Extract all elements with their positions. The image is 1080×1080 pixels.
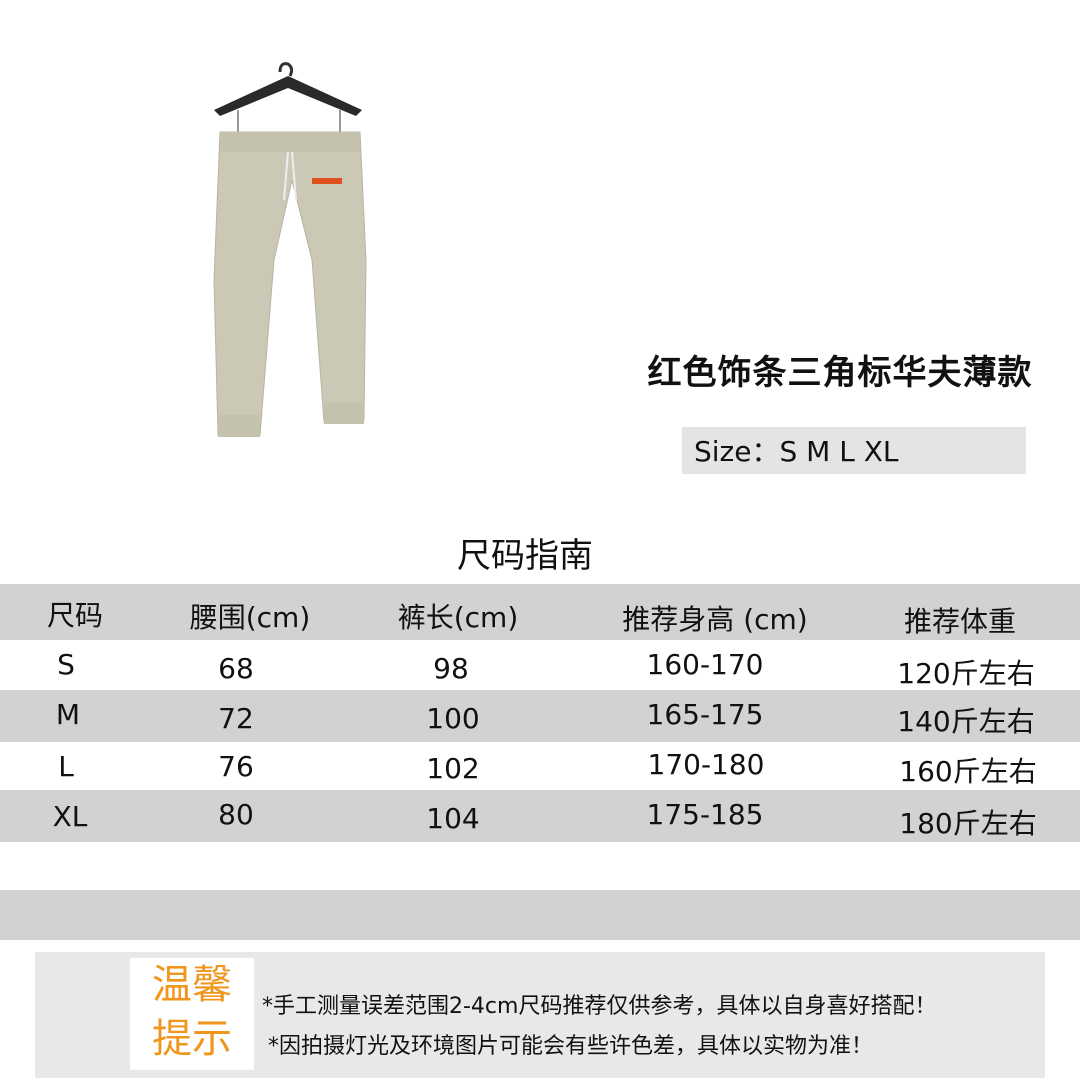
table-header: 尺码 腰围(cm) 裤长(cm) 推荐身高 (cm) 推荐体重: [0, 584, 1080, 640]
cell-size: L: [58, 750, 74, 783]
cell-weight: 180斤左右: [899, 807, 1037, 840]
cell-length: 98: [433, 652, 469, 685]
notes-label: 温馨 提示: [130, 958, 254, 1070]
note-line: *因拍摄灯光及环境图片可能会有些许色差，具体以实物为准！: [268, 1034, 874, 1059]
cell-weight: 160斤左右: [899, 755, 1037, 788]
header-height: 推荐身高 (cm): [622, 603, 808, 636]
cell-size: M: [55, 698, 81, 731]
cell-waist: 80: [218, 798, 254, 831]
divider-band: [0, 890, 1080, 940]
note-line: *手工测量误差范围2-4cm尺码推荐仅供参考，具体以自身喜好搭配！: [262, 994, 937, 1019]
cell-length: 104: [426, 802, 480, 835]
product-image-pants: [213, 62, 367, 437]
cell-length: 102: [426, 752, 480, 785]
sizes-label: Size：S M L XL: [694, 435, 899, 468]
header-weight: 推荐体重: [903, 605, 1017, 638]
cell-size: XL: [52, 800, 88, 833]
sizes-box: [682, 427, 1026, 474]
product-title: 红色饰条三角标华夫薄款: [647, 353, 1033, 393]
table-row: XL 80 104 175-185 180斤左右: [0, 790, 1080, 842]
notes-label-line1: 温馨: [152, 962, 232, 1008]
table-row: S 68 98 160-170 120斤左右: [0, 640, 1080, 690]
cell-height: 165-175: [646, 698, 764, 731]
cell-height: 175-185: [646, 798, 764, 831]
cell-height: 160-170: [646, 648, 764, 681]
cell-height: 170-180: [647, 748, 765, 781]
size-guide-title: 尺码指南: [457, 536, 593, 576]
header-size: 尺码: [46, 599, 104, 632]
hanger-icon: [214, 62, 362, 132]
header-length: 裤长(cm): [397, 601, 519, 634]
cell-weight: 120斤左右: [897, 657, 1035, 690]
red-stripe-logo: [312, 178, 342, 184]
cell-waist: 68: [218, 652, 254, 685]
cell-weight: 140斤左右: [897, 705, 1035, 738]
notes-label-line2: 提示: [152, 1016, 232, 1062]
cell-length: 100: [426, 702, 480, 735]
cell-size: S: [57, 648, 75, 681]
cell-waist: 72: [218, 702, 254, 735]
cell-waist: 76: [218, 750, 254, 783]
table-row: L 76 102 170-180 160斤左右: [0, 742, 1080, 790]
table-row: M 72 100 165-175 140斤左右: [0, 690, 1080, 742]
header-waist: 腰围(cm): [189, 601, 311, 634]
